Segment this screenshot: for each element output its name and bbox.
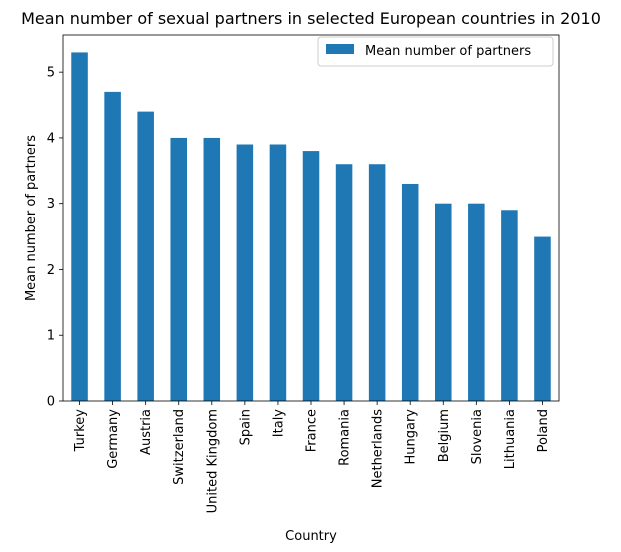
x-tick-label: France bbox=[305, 409, 320, 452]
y-tick-label: 0 bbox=[47, 395, 55, 410]
x-axis-label: Country bbox=[285, 529, 337, 544]
bar-hungary bbox=[401, 183, 419, 401]
legend: Mean number of partners bbox=[317, 36, 554, 67]
y-tick-label: 1 bbox=[47, 329, 55, 344]
bar-spain bbox=[236, 144, 254, 402]
bar-germany bbox=[104, 91, 121, 401]
bar-turkey bbox=[71, 52, 88, 402]
bar-united-kingdom bbox=[203, 137, 221, 401]
x-tick-label: Germany bbox=[106, 409, 121, 469]
bar-italy bbox=[269, 144, 287, 402]
x-tick-label: Lithuania bbox=[503, 409, 518, 469]
bar-switzerland bbox=[170, 137, 187, 401]
bar-poland bbox=[534, 236, 551, 401]
x-tick-label: United Kingdom bbox=[205, 409, 220, 513]
y-tick-label: 2 bbox=[47, 263, 55, 278]
chart-title: Mean number of sexual partners in select… bbox=[21, 9, 601, 28]
x-tick-label: Belgium bbox=[437, 409, 452, 462]
x-tick-label: Netherlands bbox=[371, 409, 386, 488]
bar-belgium bbox=[435, 203, 452, 401]
legend-label: Mean number of partners bbox=[365, 44, 531, 59]
x-tick-label: Spain bbox=[238, 409, 253, 445]
x-tick-label: Poland bbox=[536, 409, 551, 452]
bar-austria bbox=[137, 111, 154, 402]
x-tick-label: Slovenia bbox=[470, 409, 485, 464]
x-tick-label: Hungary bbox=[404, 409, 419, 465]
y-tick-label: 3 bbox=[47, 197, 55, 212]
legend-box bbox=[317, 36, 554, 67]
plot-area: 0 1 2 3 4 5 Turkey Germany Austria Switzerland Uni… bbox=[47, 34, 560, 513]
y-axis-label: Mean number of partners bbox=[24, 135, 39, 301]
y-tick-label: 4 bbox=[47, 131, 55, 146]
x-tick-label: Italy bbox=[271, 409, 286, 438]
x-tick-label: Switzerland bbox=[172, 409, 187, 485]
bar-lithuania bbox=[501, 210, 518, 401]
legend-swatch bbox=[326, 44, 354, 54]
bar-slovenia bbox=[468, 203, 485, 401]
bar-france bbox=[302, 151, 320, 401]
y-tick-label: 5 bbox=[47, 66, 55, 81]
x-tick-label: Turkey bbox=[73, 409, 88, 453]
x-tick-label: Romania bbox=[338, 409, 353, 466]
bar-romania bbox=[335, 164, 353, 401]
x-tick-label: Austria bbox=[139, 409, 154, 455]
bar-netherlands bbox=[368, 164, 386, 401]
